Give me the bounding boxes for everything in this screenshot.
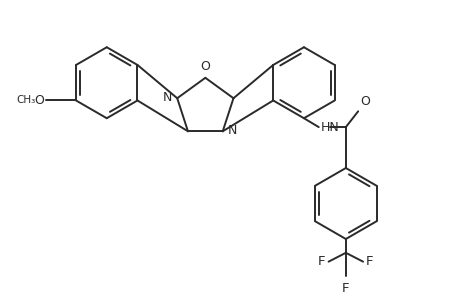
Text: F: F bbox=[341, 282, 349, 296]
Text: N: N bbox=[162, 91, 172, 104]
Text: O: O bbox=[34, 94, 44, 107]
Text: O: O bbox=[200, 60, 210, 73]
Text: N: N bbox=[227, 124, 236, 137]
Text: O: O bbox=[359, 95, 369, 108]
Text: F: F bbox=[365, 255, 373, 268]
Text: HN: HN bbox=[320, 121, 339, 134]
Text: F: F bbox=[318, 255, 325, 268]
Text: CH₃: CH₃ bbox=[17, 95, 35, 106]
